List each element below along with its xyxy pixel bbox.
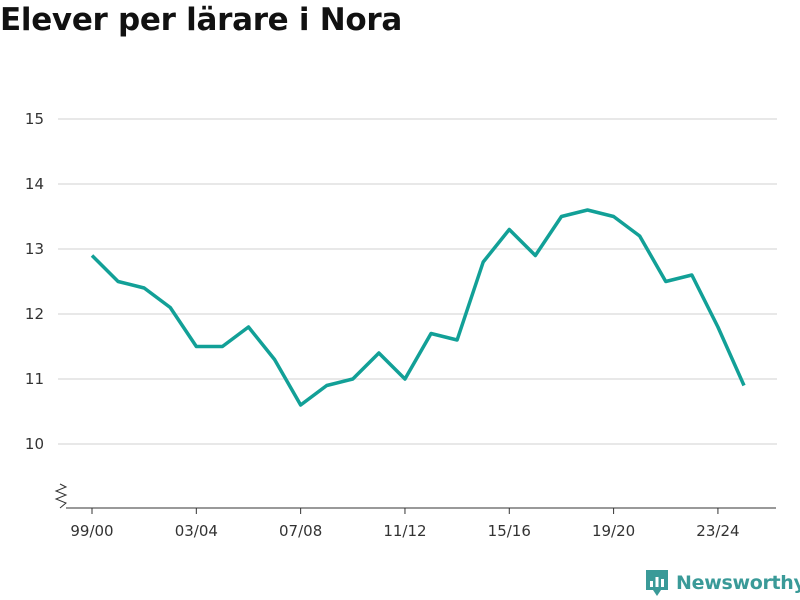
x-tick-label: 07/08: [279, 522, 322, 540]
gridlines: [58, 118, 777, 445]
series: [90, 208, 746, 407]
newsworthy-logo-icon: [646, 570, 668, 596]
y-tick-label: 10: [25, 435, 44, 453]
newsworthy-brand: Newsworthy: [644, 568, 800, 598]
x-axis-ticks: 99/00 03/04 07/08 11/12 15/16 19/20 23/24: [70, 508, 740, 540]
y-tick-label: 15: [25, 110, 44, 128]
y-axis-ticks: 10 11 12 13 14 15: [25, 110, 44, 453]
x-axis: [54, 483, 776, 509]
y-axis-break-icon: [54, 483, 68, 509]
y-tick-label: 11: [25, 370, 44, 388]
x-tick-label: 03/04: [175, 522, 218, 540]
x-tick-label: 99/00: [70, 522, 113, 540]
chart-title: Elever per lärare i Nora: [0, 2, 402, 38]
x-tick-label: 15/16: [488, 522, 531, 540]
x-tick-label: 11/12: [383, 522, 426, 540]
x-tick-label: 19/20: [592, 522, 635, 540]
newsworthy-brand-name: Newsworthy: [676, 572, 800, 594]
y-tick-label: 14: [25, 175, 44, 193]
x-tick-label: 23/24: [696, 522, 739, 540]
series-line: [90, 208, 746, 407]
y-tick-label: 13: [25, 240, 44, 258]
y-tick-label: 12: [25, 305, 44, 323]
